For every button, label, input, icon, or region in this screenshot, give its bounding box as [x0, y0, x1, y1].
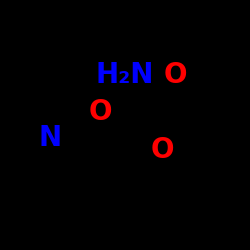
Text: O: O: [88, 98, 112, 126]
Text: O: O: [151, 136, 174, 164]
Text: H₂N: H₂N: [96, 61, 154, 89]
Text: N: N: [38, 124, 62, 152]
Text: O: O: [163, 61, 187, 89]
